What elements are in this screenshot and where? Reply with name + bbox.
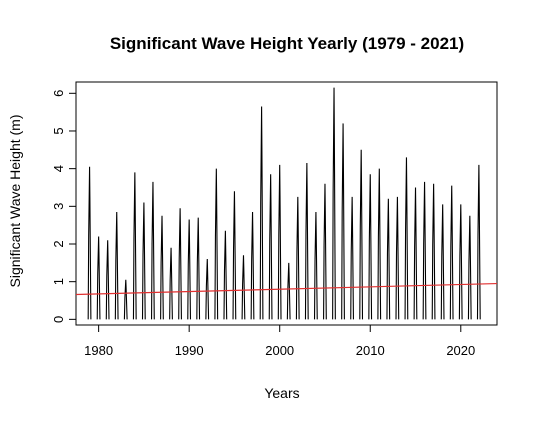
x-tick-label: 1990 (175, 343, 204, 358)
wave-height-spike (368, 174, 373, 320)
wave-height-spike (395, 196, 400, 320)
wave-height-spike (413, 187, 418, 320)
wave-height-spike (151, 181, 155, 320)
wave-height-spike (141, 202, 146, 320)
wave-height-spike (350, 196, 354, 320)
wave-height-spike (223, 230, 228, 320)
wave-height-spike (96, 236, 101, 320)
wave-height-spike (422, 181, 427, 320)
x-tick-label: 2000 (265, 343, 294, 358)
wave-height-spike (323, 183, 327, 320)
wave-height-spike (404, 157, 409, 320)
wave-height-spike (332, 87, 336, 320)
x-axis: 1980 1990 2000 2010 2020 (84, 324, 475, 358)
wave-height-spike (178, 208, 182, 320)
wave-height-spike (214, 168, 219, 320)
y-tick-label: 0 (51, 316, 66, 323)
y-tick-label: 1 (51, 278, 66, 285)
wave-height-spike (341, 123, 345, 320)
wave-height-spike (286, 262, 291, 320)
plot-area (75, 87, 498, 320)
wave-height-spike (250, 211, 255, 320)
wave-height-spike (277, 164, 282, 320)
wave-height-spike (123, 279, 128, 320)
wave-height-spike (114, 211, 119, 320)
wave-height-spike (295, 196, 300, 320)
y-axis-label: Significant Wave Height (m) (7, 115, 23, 288)
wave-height-spike (241, 255, 246, 320)
wave-height-spike (105, 240, 110, 320)
wave-height-spike (458, 204, 463, 320)
wave-height-spike (160, 215, 164, 320)
wave-height-spike (440, 204, 445, 320)
wave-height-spike (132, 172, 137, 320)
wave-height-spike (232, 191, 237, 320)
wave-height-spike (313, 211, 318, 320)
y-tick-label: 2 (51, 240, 66, 247)
y-tick-label: 6 (51, 90, 66, 97)
y-tick-label: 4 (51, 165, 66, 172)
wave-height-spike (386, 198, 391, 320)
y-tick-label: 3 (51, 203, 66, 210)
wave-height-spike (449, 185, 454, 320)
wave-height-spike (377, 168, 382, 320)
x-tick-label: 2010 (356, 343, 385, 358)
wave-height-spike (205, 259, 210, 320)
wave-height-spike (196, 217, 201, 320)
wave-height-spike (304, 162, 309, 320)
x-tick-label: 2020 (446, 343, 475, 358)
wave-height-spike (87, 166, 92, 320)
wave-height-spike (187, 219, 192, 320)
wave-height-spike (467, 215, 472, 320)
wave-height-spike (431, 183, 436, 320)
y-axis: 0 1 2 3 4 5 6 (51, 90, 77, 323)
trend-line (75, 282, 498, 296)
wave-height-spike (259, 106, 264, 320)
chart-title: Significant Wave Height Yearly (1979 - 2… (110, 34, 464, 53)
wave-height-spike (169, 247, 173, 320)
wave-height-spike (476, 164, 481, 320)
wave-height-spike (359, 149, 364, 320)
x-tick-label: 1980 (84, 343, 113, 358)
y-tick-label: 5 (51, 127, 66, 134)
x-axis-label: Years (264, 385, 299, 401)
wave-height-spike (268, 174, 273, 320)
